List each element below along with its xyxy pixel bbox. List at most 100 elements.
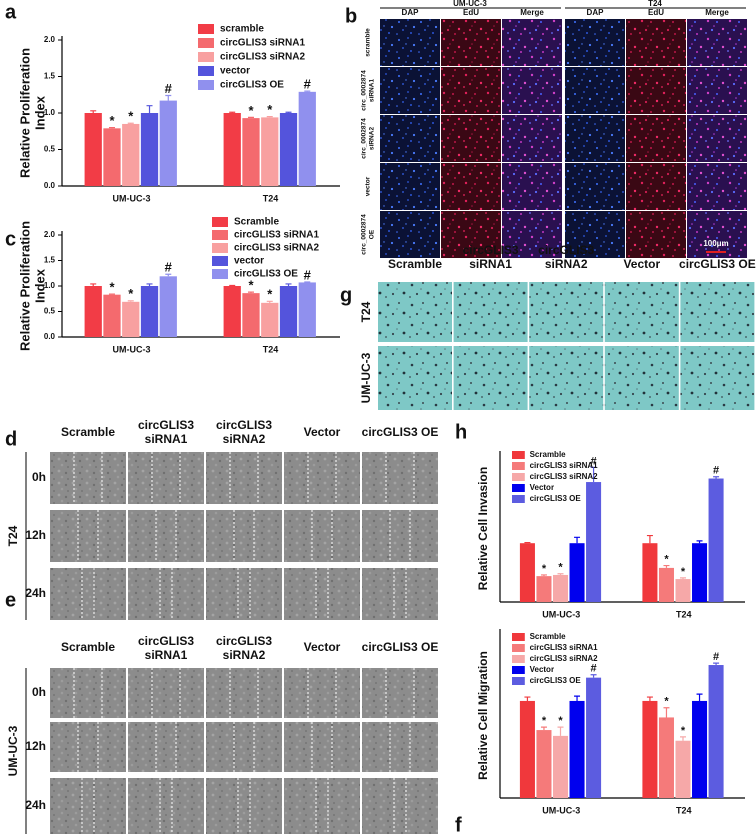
x-tick-label: UM-UC-3 — [113, 193, 151, 203]
y-tick-label: 1.5 — [44, 72, 56, 81]
error-bar — [574, 695, 581, 701]
scratch-image — [128, 510, 204, 562]
bar — [692, 700, 708, 798]
micrograph — [441, 67, 501, 114]
scratch-image — [284, 668, 360, 718]
scratch-image — [206, 778, 282, 834]
legend-swatch — [212, 230, 228, 240]
x-tick-label: T24 — [676, 609, 692, 619]
scratch-image — [206, 452, 282, 504]
significance-mark: # — [591, 663, 597, 675]
row-label: scramble — [365, 28, 372, 57]
micrograph — [441, 211, 501, 258]
row-label: 12h — [25, 739, 46, 753]
panel-label: h — [455, 421, 467, 443]
legend-swatch — [512, 666, 525, 674]
scratch-image — [50, 568, 126, 620]
bar — [84, 113, 102, 186]
column-header: circGLIS3 — [216, 634, 272, 648]
significance-mark: * — [558, 715, 563, 727]
scratch-image — [206, 668, 282, 718]
legend-swatch — [512, 462, 525, 470]
micrograph — [565, 163, 625, 210]
scratch-image — [50, 778, 126, 834]
significance-mark: # — [713, 465, 719, 477]
y-axis-label: Index — [32, 95, 47, 130]
legend-label: Scramble — [530, 632, 567, 641]
bar — [223, 286, 241, 337]
legend-swatch — [198, 66, 214, 76]
error-bar — [663, 707, 670, 718]
bar — [122, 123, 140, 186]
bar — [658, 567, 674, 602]
significance-mark: # — [165, 81, 173, 96]
column-header: siRNA1 — [145, 432, 188, 446]
error-bar — [285, 283, 292, 286]
bar — [569, 543, 585, 602]
legend-label: circGLIS3 OE — [220, 80, 284, 91]
bar — [552, 735, 569, 798]
scratch-image — [50, 452, 126, 504]
significance-mark: # — [165, 260, 173, 275]
error-bar — [108, 127, 115, 129]
bar — [279, 286, 298, 337]
x-tick-label: T24 — [263, 193, 279, 203]
legend-swatch — [512, 484, 525, 492]
y-tick-label: 1.5 — [44, 256, 56, 265]
micrograph — [378, 346, 452, 410]
micrograph — [441, 115, 501, 162]
micrograph — [502, 19, 562, 66]
significance-mark: # — [304, 267, 312, 282]
micrograph — [687, 163, 747, 210]
row-label: circ_0002874 — [361, 118, 368, 159]
scratch-image — [128, 722, 204, 772]
error-bar — [680, 577, 686, 580]
error-bar — [304, 281, 311, 283]
y-axis-label: Relative Proliferation — [17, 48, 32, 178]
significance-mark: * — [681, 566, 686, 578]
legend-label: circGLIS3 siRNA1 — [530, 461, 599, 470]
x-tick-label: T24 — [263, 344, 279, 354]
scale-bar-label: 100μm — [703, 239, 728, 248]
bar — [298, 91, 316, 186]
panel-label: c — [5, 228, 16, 250]
error-bar — [590, 674, 597, 678]
bar — [658, 717, 674, 798]
bar — [586, 482, 602, 602]
legend-label: circGLIS3 OE — [234, 269, 298, 280]
scratch-image — [284, 510, 360, 562]
legend-swatch — [198, 52, 214, 62]
legend-label: vector — [234, 256, 264, 267]
scratch-image — [284, 568, 360, 620]
group-title: T24 — [648, 0, 662, 8]
column-header: Scramble — [388, 257, 442, 271]
column-header: circGLIS3 — [138, 418, 194, 432]
x-tick-label: UM-UC-3 — [542, 805, 580, 815]
micrograph — [529, 346, 604, 410]
group-title: UM-UC-3 — [453, 0, 487, 8]
row-label: vector — [365, 176, 372, 196]
micrograph — [687, 67, 747, 114]
y-tick-label: 0.5 — [44, 307, 56, 316]
scratch-image — [128, 778, 204, 834]
column-header: circGLIS3 — [538, 243, 594, 257]
error-bar — [285, 111, 292, 113]
scratch-image — [362, 510, 438, 562]
legend-swatch — [512, 655, 525, 663]
bar — [279, 113, 298, 186]
legend-label: scramble — [220, 24, 264, 35]
micrograph — [604, 282, 679, 342]
significance-mark: * — [664, 696, 669, 708]
legend-label: Scramble — [530, 450, 567, 459]
significance-mark: * — [248, 103, 254, 118]
micrograph — [529, 282, 604, 342]
legend-label: circGLIS3 siRNA2 — [530, 654, 599, 663]
significance-mark: * — [109, 113, 115, 128]
legend-label: circGLIS3 siRNA2 — [530, 472, 599, 481]
legend-label: vector — [220, 66, 250, 77]
significance-mark: * — [681, 725, 686, 737]
error-bar — [590, 466, 597, 483]
column-header: circGLIS3 — [216, 418, 272, 432]
scratch-image — [206, 568, 282, 620]
legend-swatch — [512, 473, 525, 481]
